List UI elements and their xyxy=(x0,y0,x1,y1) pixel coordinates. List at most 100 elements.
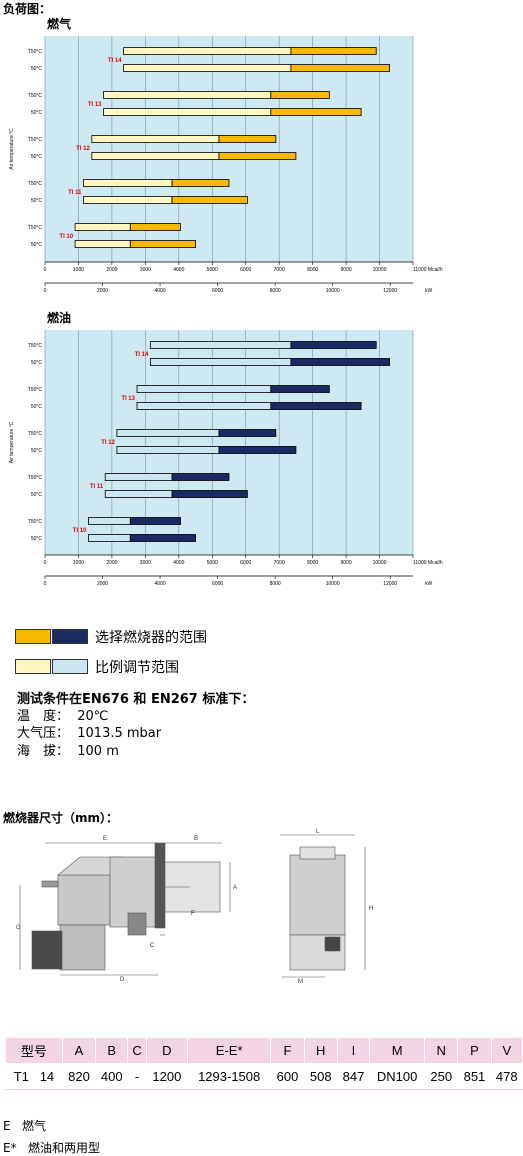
dimension-label: F xyxy=(191,911,195,917)
row-label: T50°C xyxy=(28,387,43,393)
group-label: TI 12 xyxy=(101,440,115,446)
modulation-bar xyxy=(103,91,272,99)
header-cell: A xyxy=(61,1037,97,1064)
modulation-bar xyxy=(74,240,131,248)
dimension-label: B xyxy=(194,836,198,842)
header-cell: N xyxy=(424,1037,459,1064)
x-tick-label: 2000 xyxy=(106,560,117,566)
row-label: T50°C xyxy=(28,137,43,143)
header-cell: I xyxy=(336,1037,371,1064)
connector xyxy=(41,880,59,888)
x2-tick-label: 8000 xyxy=(270,581,281,587)
row-label: T50°C xyxy=(28,475,43,481)
modulation-bar xyxy=(116,446,220,454)
header-cell: D xyxy=(145,1037,188,1064)
x2-tick-label: 6000 xyxy=(212,288,223,294)
x-tick-label: 9000 xyxy=(341,267,352,273)
x2-tick-label: 4000 xyxy=(155,581,166,587)
row-label: T50°C xyxy=(28,431,43,437)
charts: 燃气 0 1000 2000 3000 4000 5000 6000 7000 8000 9000 1… xyxy=(9,16,443,587)
dimension-label: L xyxy=(316,829,320,835)
side-base xyxy=(289,934,346,971)
x-tick-label: 1000 xyxy=(73,560,84,566)
x-tick-label: 10000 xyxy=(373,267,387,273)
condition: 温 度： 20℃ xyxy=(17,709,109,724)
group-label: TI 12 xyxy=(76,146,90,152)
row-label: 50°C xyxy=(31,492,43,498)
range-bar xyxy=(290,358,390,366)
data-cell: 1200 xyxy=(145,1063,188,1090)
section-title: 燃烧器尺寸（mm）： xyxy=(3,811,119,825)
x-tick-label: 4000 xyxy=(173,267,184,273)
header-cell: P xyxy=(457,1037,492,1064)
data-cell: 400 xyxy=(95,1063,129,1090)
x-tick-label: 1000 xyxy=(73,267,84,273)
dimension-label: G xyxy=(16,925,21,931)
row-label: T50°C xyxy=(28,49,43,55)
x-tick-label: 5000 xyxy=(207,560,218,566)
condition: 大气压： 1013.5 mbar xyxy=(17,726,162,741)
valve xyxy=(127,912,147,936)
chart-title: 燃油 xyxy=(47,310,71,325)
x2-tick-label: 6000 xyxy=(212,581,223,587)
row-label: T50°C xyxy=(28,93,43,99)
modulation-bar xyxy=(104,473,173,481)
dimension-label: A xyxy=(233,885,237,891)
note: E* 燃油和两用型 xyxy=(3,1141,101,1155)
row-label: 50°C xyxy=(31,448,43,454)
data-cell: 847 xyxy=(336,1063,371,1090)
flange xyxy=(154,842,166,929)
data-cell: 250 xyxy=(424,1063,459,1090)
modulation-bar xyxy=(136,402,272,410)
modulation-bar xyxy=(116,429,220,437)
x-tick-label: 9000 xyxy=(341,560,352,566)
x2-tick-label: 12000 xyxy=(383,288,397,294)
row-label: 50°C xyxy=(31,404,43,410)
y-axis-title: Air temperature °C xyxy=(9,421,15,463)
x2-tick-label: 2000 xyxy=(97,288,108,294)
range-bar xyxy=(129,223,181,231)
modulation-bar xyxy=(123,47,292,55)
note: E 燃气 xyxy=(3,1119,47,1133)
x-tick-label: 0 xyxy=(44,560,47,566)
group-label: TI 14 xyxy=(108,58,122,64)
row-label: T50°C xyxy=(28,343,43,349)
conditions-title: 测试条件在EN676 和 EN267 标准下： xyxy=(17,692,255,707)
x2-unit: kW xyxy=(425,581,433,587)
x-tick-label: 2000 xyxy=(106,267,117,273)
range-bar xyxy=(129,240,196,248)
data-cell: 508 xyxy=(303,1063,338,1090)
x2-tick-label: 0 xyxy=(44,581,47,587)
range-bar xyxy=(218,429,277,437)
legend-swatch xyxy=(52,629,88,644)
row-label: 50°C xyxy=(31,198,43,204)
header-cell: E-E* xyxy=(186,1037,272,1064)
row-label: 50°C xyxy=(31,66,43,72)
range-bar xyxy=(171,490,248,498)
range-bar xyxy=(171,196,248,204)
x2-tick-label: 0 xyxy=(44,288,47,294)
condition: 海 拔： 100 m xyxy=(17,744,119,759)
motor xyxy=(31,930,63,970)
x-tick-label: 3000 xyxy=(140,267,151,273)
row-label: T50°C xyxy=(28,519,43,525)
dimension-label: C xyxy=(150,943,155,949)
range-bar xyxy=(218,135,277,143)
range-bar xyxy=(290,64,390,72)
data-cell: T1 14 xyxy=(5,1063,63,1090)
side-box xyxy=(324,936,341,952)
header-cell: H xyxy=(303,1037,338,1064)
modulation-bar xyxy=(74,223,131,231)
row-label: 50°C xyxy=(31,110,43,116)
group-label: TI 10 xyxy=(59,234,73,240)
legend-swatch xyxy=(15,659,51,674)
modulation-bar xyxy=(91,152,220,160)
range-bar xyxy=(171,473,230,481)
x-tick-label: 6000 xyxy=(240,560,251,566)
x2-tick-label: 10000 xyxy=(326,581,340,587)
dimension-label: D xyxy=(120,977,125,983)
header-cell: B xyxy=(95,1037,129,1064)
range-bar xyxy=(270,402,362,410)
data-cell: 478 xyxy=(490,1063,523,1090)
legend-label: 比例调节范围 xyxy=(95,660,179,676)
